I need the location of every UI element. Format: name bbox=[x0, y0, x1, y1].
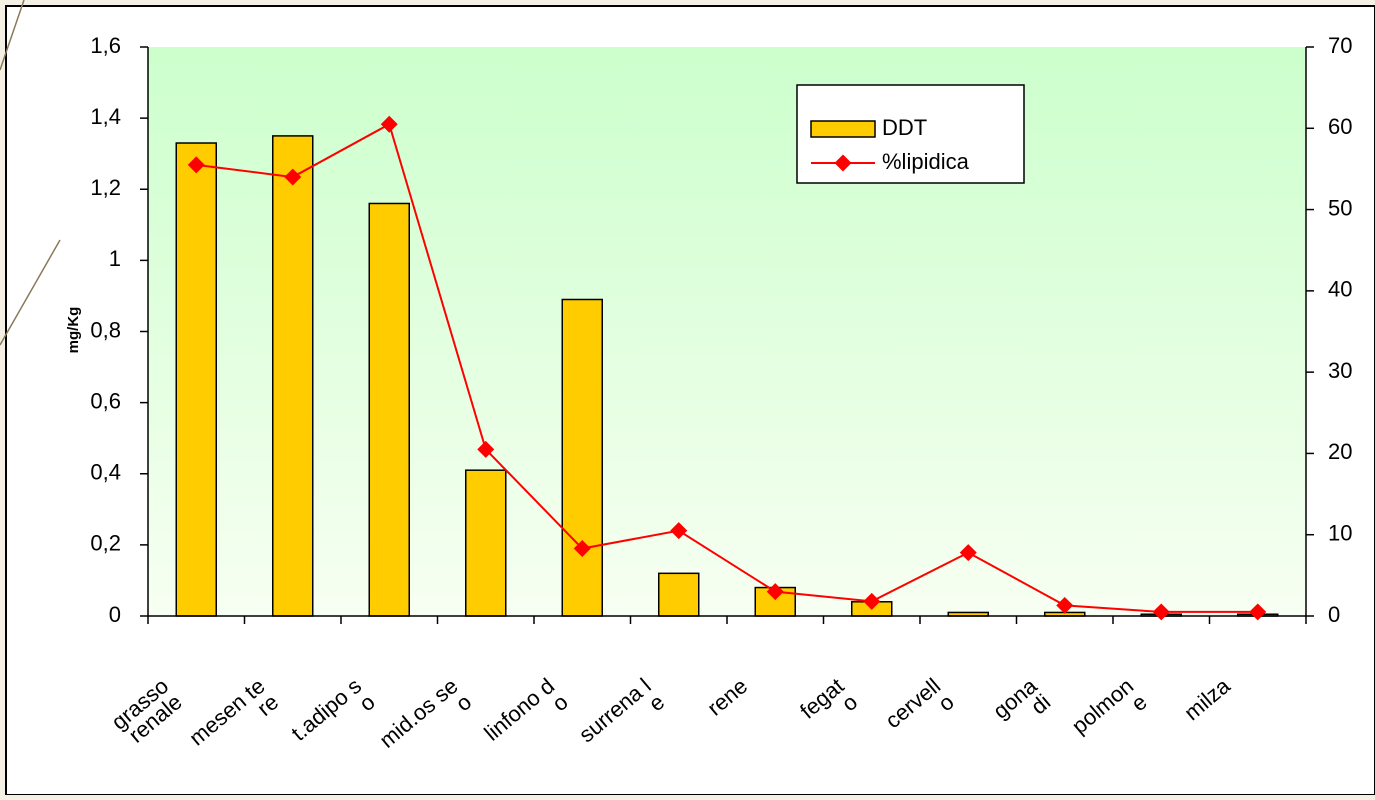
point-lipidica bbox=[959, 544, 977, 562]
y-left-tick-label: 0 bbox=[109, 602, 121, 627]
bar-ddt bbox=[368, 202, 410, 617]
y-right-tick-label: 20 bbox=[1328, 439, 1352, 464]
point-lipidica bbox=[380, 115, 398, 133]
y-right-tick-label: 70 bbox=[1328, 33, 1352, 58]
y-left-tick-label: 0,6 bbox=[90, 388, 121, 413]
point-lipidica bbox=[284, 168, 302, 186]
legend-label-ddt: DDT bbox=[882, 115, 927, 140]
point-lipidica bbox=[1152, 603, 1170, 621]
legend-label-lipidica: %lipidica bbox=[882, 149, 970, 174]
y-right-tick-label: 60 bbox=[1328, 114, 1352, 139]
point-lipidica bbox=[187, 156, 205, 174]
point-lipidica bbox=[863, 592, 881, 610]
line-lipidica bbox=[196, 122, 1258, 613]
point-lipidica bbox=[573, 540, 591, 558]
y-right-tick-label: 10 bbox=[1328, 521, 1352, 546]
decorative-slide-line bbox=[0, 239, 61, 346]
y-right-tick-label: 30 bbox=[1328, 358, 1352, 383]
y-right-tick-label: 0 bbox=[1328, 602, 1340, 627]
point-lipidica bbox=[766, 583, 784, 601]
bar-ddt bbox=[175, 142, 217, 617]
y-left-tick-label: 0,8 bbox=[90, 317, 121, 342]
plot-area bbox=[148, 47, 1306, 616]
point-lipidica bbox=[670, 522, 688, 540]
bar-ddt bbox=[465, 469, 507, 617]
point-lipidica bbox=[477, 440, 495, 458]
y-right-tick-label: 50 bbox=[1328, 195, 1352, 220]
bar-ddt bbox=[658, 572, 700, 617]
legend: DDT %lipidica bbox=[796, 84, 1025, 184]
y-left-tick-label: 1 bbox=[109, 246, 121, 271]
legend-swatch-ddt bbox=[810, 120, 876, 138]
y-axis-title: mg/Kg bbox=[65, 307, 82, 354]
bar-ddt bbox=[561, 298, 603, 617]
decorative-slide-line bbox=[0, 0, 25, 71]
bar-ddt bbox=[272, 135, 314, 617]
y-left-tick-label: 0,4 bbox=[90, 460, 121, 485]
y-left-tick-label: 1,4 bbox=[90, 104, 121, 129]
y-left-tick-label: 0,2 bbox=[90, 531, 121, 556]
y-right-tick-label: 40 bbox=[1328, 277, 1352, 302]
y-left-tick-label: 1,6 bbox=[90, 33, 121, 58]
y-left-tick-label: 1,2 bbox=[90, 175, 121, 200]
point-lipidica bbox=[1249, 603, 1267, 621]
legend-marker-lipidica bbox=[834, 154, 852, 172]
point-lipidica bbox=[1056, 596, 1074, 614]
